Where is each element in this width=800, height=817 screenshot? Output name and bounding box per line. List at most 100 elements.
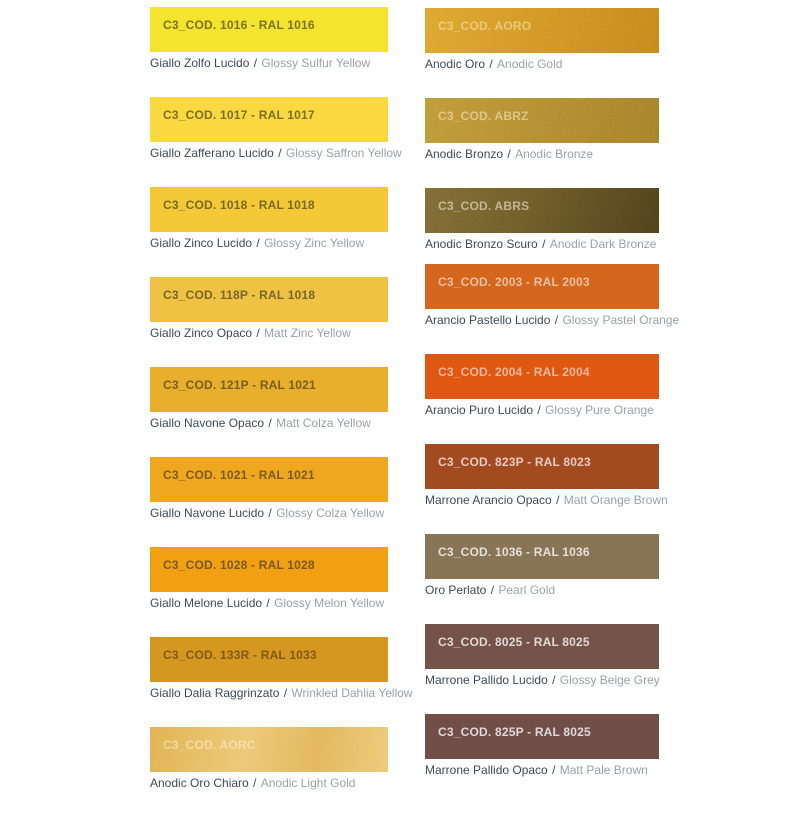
swatch-caption: Marrone Arancio Opaco / Matt Orange Brow…: [425, 493, 668, 508]
color-swatch[interactable]: C3_COD. 1036 - RAL 1036: [425, 534, 659, 579]
color-swatch[interactable]: C3_COD. 121P - RAL 1021: [150, 367, 388, 412]
swatch-caption: Giallo Navone Lucido / Glossy Colza Yell…: [150, 506, 388, 521]
swatch-name-italian: Giallo Dalia Raggrinzato: [150, 686, 280, 700]
swatch-caption: Anodic Oro Chiaro / Anodic Light Gold: [150, 776, 388, 791]
color-swatch[interactable]: C3_COD. 1018 - RAL 1018: [150, 187, 388, 232]
swatch-name-english: Glossy Pastel Orange: [562, 313, 680, 327]
swatch-caption: Giallo Dalia Raggrinzato / Wrinkled Dahl…: [150, 686, 413, 701]
swatch-caption: Giallo Melone Lucido / Glossy Melon Yell…: [150, 596, 388, 611]
color-swatch[interactable]: C3_COD. 1016 - RAL 1016: [150, 7, 388, 52]
swatch-item: C3_COD. 1021 - RAL 1021 Giallo Navone Lu…: [150, 457, 388, 521]
swatch-name-english: Wrinkled Dahlia Yellow: [291, 686, 413, 700]
swatch-code-label: C3_COD. AORC: [163, 738, 256, 752]
swatch-item: C3_COD. 1036 - RAL 1036 Oro Perlato / Pe…: [425, 534, 659, 598]
swatch-code-label: C3_COD. 1036 - RAL 1036: [438, 545, 590, 559]
swatch-code-label: C3_COD. 1017 - RAL 1017: [163, 108, 315, 122]
color-swatch[interactable]: C3_COD. 1021 - RAL 1021: [150, 457, 388, 502]
swatch-code-label: C3_COD. 1018 - RAL 1018: [163, 198, 315, 212]
swatch-caption: Giallo Zinco Lucido / Glossy Zinc Yellow: [150, 236, 388, 251]
swatch-name-italian: Giallo Navone Opaco: [150, 416, 265, 430]
color-swatch[interactable]: C3_COD. ABRS: [425, 188, 659, 233]
swatch-name-english: Anodic Dark Bronze: [549, 237, 657, 251]
color-swatch[interactable]: C3_COD. 118P - RAL 1018: [150, 277, 388, 322]
color-swatch[interactable]: C3_COD. AORC: [150, 727, 388, 772]
swatch-name-italian: Anodic Bronzo: [425, 147, 504, 161]
swatch-name-italian: Anodic Oro: [425, 57, 486, 71]
color-swatch[interactable]: C3_COD. AORO: [425, 8, 659, 53]
caption-separator: /: [538, 237, 549, 251]
swatch-name-english: Anodic Bronze: [515, 147, 594, 161]
swatch-item: C3_COD. 1018 - RAL 1018 Giallo Zinco Luc…: [150, 187, 388, 251]
color-swatch[interactable]: C3_COD. 825P - RAL 8025: [425, 714, 659, 759]
swatch-caption: Arancio Pastello Lucido / Glossy Pastel …: [425, 313, 679, 328]
swatch-name-english: Matt Pale Brown: [559, 763, 648, 777]
swatch-name-italian: Oro Perlato: [425, 583, 487, 597]
swatch-code-label: C3_COD. 1028 - RAL 1028: [163, 558, 315, 572]
caption-separator: /: [534, 403, 545, 417]
swatch-name-italian: Marrone Pallido Opaco: [425, 763, 548, 777]
swatch-caption: Anodic Bronzo Scuro / Anodic Dark Bronze: [425, 237, 659, 252]
swatch-item: C3_COD. 1028 - RAL 1028 Giallo Melone Lu…: [150, 547, 388, 611]
swatch-item: C3_COD. ABRS Anodic Bronzo Scuro / Anodi…: [425, 188, 659, 252]
swatch-caption: Anodic Bronzo / Anodic Bronze: [425, 147, 659, 162]
swatch-name-italian: Marrone Arancio Opaco: [425, 493, 552, 507]
swatch-item: C3_COD. 823P - RAL 8023 Marrone Arancio …: [425, 444, 668, 508]
swatch-column-right: C3_COD. AORO Anodic Oro / Anodic Gold C3…: [425, 0, 679, 804]
swatch-code-label: C3_COD. 1016 - RAL 1016: [163, 18, 315, 32]
caption-separator: /: [280, 686, 291, 700]
swatch-code-label: C3_COD. AORO: [438, 19, 532, 33]
caption-separator: /: [253, 236, 264, 250]
swatch-name-italian: Giallo Melone Lucido: [150, 596, 263, 610]
color-swatch[interactable]: C3_COD. 133R - RAL 1033: [150, 637, 388, 682]
color-swatch[interactable]: C3_COD. ABRZ: [425, 98, 659, 143]
swatch-code-label: C3_COD. 118P - RAL 1018: [163, 288, 316, 302]
swatch-caption: Anodic Oro / Anodic Gold: [425, 57, 659, 72]
swatch-item: C3_COD. 1016 - RAL 1016 Giallo Zolfo Luc…: [150, 7, 388, 71]
color-swatch[interactable]: C3_COD. 1017 - RAL 1017: [150, 97, 388, 142]
swatch-name-english: Glossy Zinc Yellow: [264, 236, 365, 250]
swatch-name-italian: Giallo Zafferano Lucido: [150, 146, 274, 160]
swatch-code-label: C3_COD. 823P - RAL 8023: [438, 455, 591, 469]
caption-separator: /: [265, 506, 276, 520]
swatch-name-english: Matt Colza Yellow: [276, 416, 371, 430]
swatch-name-english: Glossy Pure Orange: [545, 403, 654, 417]
swatch-code-label: C3_COD. 825P - RAL 8025: [438, 725, 591, 739]
swatch-name-english: Glossy Sulfur Yellow: [261, 56, 371, 70]
caption-separator: /: [548, 763, 559, 777]
color-swatch[interactable]: C3_COD. 823P - RAL 8023: [425, 444, 659, 489]
swatch-code-label: C3_COD. 8025 - RAL 8025: [438, 635, 590, 649]
swatch-name-italian: Giallo Zinco Lucido: [150, 236, 253, 250]
swatch-name-italian: Giallo Zolfo Lucido: [150, 56, 250, 70]
swatch-name-italian: Giallo Navone Lucido: [150, 506, 265, 520]
swatch-name-english: Matt Orange Brown: [563, 493, 668, 507]
swatch-name-english: Matt Zinc Yellow: [264, 326, 351, 340]
swatch-name-english: Glossy Saffron Yellow: [285, 146, 402, 160]
caption-separator: /: [504, 147, 515, 161]
color-swatch[interactable]: C3_COD. 1028 - RAL 1028: [150, 547, 388, 592]
caption-separator: /: [551, 313, 562, 327]
swatch-name-english: Pearl Gold: [498, 583, 556, 597]
swatch-code-label: C3_COD. 1021 - RAL 1021: [163, 468, 315, 482]
swatch-caption: Giallo Zolfo Lucido / Glossy Sulfur Yell…: [150, 56, 388, 71]
swatch-caption: Marrone Pallido Lucido / Glossy Beige Gr…: [425, 673, 660, 688]
color-swatch[interactable]: C3_COD. 2003 - RAL 2003: [425, 264, 659, 309]
caption-separator: /: [250, 56, 261, 70]
caption-separator: /: [548, 673, 559, 687]
swatch-name-italian: Arancio Pastello Lucido: [425, 313, 551, 327]
swatch-item: C3_COD. 133R - RAL 1033 Giallo Dalia Rag…: [150, 637, 413, 701]
color-swatch[interactable]: C3_COD. 2004 - RAL 2004: [425, 354, 659, 399]
caption-separator: /: [486, 57, 497, 71]
swatch-name-italian: Marrone Pallido Lucido: [425, 673, 548, 687]
swatch-name-english: Anodic Light Gold: [260, 776, 356, 790]
swatch-caption: Giallo Navone Opaco / Matt Colza Yellow: [150, 416, 388, 431]
swatch-item: C3_COD. ABRZ Anodic Bronzo / Anodic Bron…: [425, 98, 659, 162]
swatch-code-label: C3_COD. 121P - RAL 1021: [163, 378, 316, 392]
swatch-code-label: C3_COD. 133R - RAL 1033: [163, 648, 317, 662]
swatch-item: C3_COD. 121P - RAL 1021 Giallo Navone Op…: [150, 367, 388, 431]
swatch-caption: Arancio Puro Lucido / Glossy Pure Orange: [425, 403, 659, 418]
caption-separator: /: [263, 596, 274, 610]
caption-separator: /: [274, 146, 285, 160]
swatch-item: C3_COD. 8025 - RAL 8025 Marrone Pallido …: [425, 624, 660, 688]
color-swatch[interactable]: C3_COD. 8025 - RAL 8025: [425, 624, 659, 669]
swatch-caption: Marrone Pallido Opaco / Matt Pale Brown: [425, 763, 659, 778]
